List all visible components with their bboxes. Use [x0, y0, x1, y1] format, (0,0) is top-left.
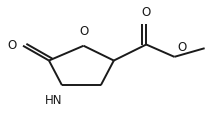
Text: HN: HN — [44, 94, 62, 107]
Text: O: O — [142, 6, 151, 19]
Text: O: O — [178, 41, 187, 54]
Text: O: O — [79, 25, 88, 38]
Text: O: O — [7, 39, 16, 52]
